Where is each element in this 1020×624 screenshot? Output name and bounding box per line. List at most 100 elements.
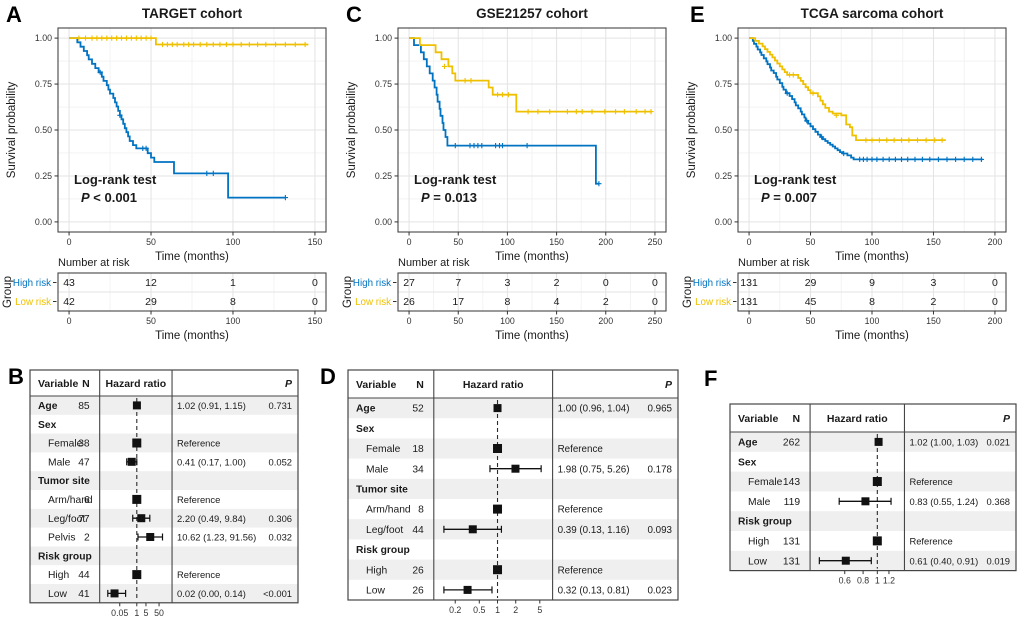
forest-chart-target: Variable N Hazard ratio P Age 85 1.02 (0.91, 1… — [29, 369, 299, 618]
svg-text:0: 0 — [747, 237, 752, 247]
svg-text:150: 150 — [926, 316, 941, 326]
svg-text:Group: Group — [682, 276, 694, 308]
svg-text:0: 0 — [67, 316, 72, 326]
svg-text:Hazard ratio: Hazard ratio — [827, 413, 888, 425]
svg-text:0.75: 0.75 — [375, 79, 392, 89]
svg-text:Reference: Reference — [558, 565, 604, 576]
svg-text:8: 8 — [504, 296, 510, 308]
svg-text:100: 100 — [500, 316, 515, 326]
svg-text:P: P — [1003, 413, 1011, 425]
svg-text:Risk group: Risk group — [38, 551, 92, 562]
svg-text:High risk: High risk — [13, 278, 51, 289]
svg-text:0.00: 0.00 — [715, 217, 732, 227]
svg-text:0.023: 0.023 — [647, 586, 672, 597]
svg-text:High risk: High risk — [693, 278, 731, 289]
row-stripe — [30, 546, 298, 566]
svg-text:29: 29 — [805, 277, 817, 289]
svg-text:150: 150 — [308, 237, 323, 247]
svg-text:12: 12 — [145, 277, 157, 289]
km-panel-target: TARGET cohort Survival probability Time (m… — [0, 2, 340, 359]
svg-text:Reference: Reference — [558, 505, 604, 516]
km-curve-high-risk — [409, 37, 599, 185]
row-stripe — [30, 433, 298, 453]
svg-text:N: N — [416, 379, 424, 391]
svg-text:8: 8 — [869, 296, 875, 308]
svg-text:1.02 (0.91, 1.15): 1.02 (0.91, 1.15) — [177, 400, 246, 411]
svg-text:100: 100 — [500, 237, 515, 247]
km-grid — [738, 28, 1006, 232]
forest-panel-tcga: Variable N Hazard ratio P Age 262 1.02 (1.00, … — [680, 358, 1020, 624]
censor-marks — [452, 143, 602, 187]
svg-text:50: 50 — [154, 608, 164, 618]
svg-text:200: 200 — [598, 237, 613, 247]
svg-text:Arm/hand: Arm/hand — [48, 495, 93, 506]
svg-text:1.00: 1.00 — [375, 33, 392, 43]
svg-text:47: 47 — [78, 457, 90, 468]
panel-label-e: E — [690, 2, 705, 27]
svg-text:0: 0 — [747, 316, 752, 326]
svg-text:Female: Female — [366, 444, 401, 455]
svg-text:0.021: 0.021 — [987, 437, 1010, 448]
svg-text:52: 52 — [412, 404, 424, 415]
svg-text:1.00: 1.00 — [715, 33, 732, 43]
svg-text:Time (months): Time (months) — [495, 330, 569, 342]
svg-text:TCGA sarcoma cohort: TCGA sarcoma cohort — [801, 6, 944, 21]
svg-text:0.368: 0.368 — [987, 496, 1010, 507]
svg-text:50: 50 — [806, 237, 816, 247]
svg-text:150: 150 — [926, 237, 941, 247]
svg-text:Age: Age — [38, 401, 58, 412]
row-stripe — [730, 511, 1016, 531]
svg-text:119: 119 — [784, 497, 801, 508]
hr-marker — [132, 401, 141, 410]
survival-curves — [409, 37, 654, 187]
svg-text:P: P — [665, 379, 673, 391]
svg-text:0.25: 0.25 — [35, 171, 52, 181]
svg-text:1: 1 — [134, 608, 139, 618]
svg-text:Reference: Reference — [177, 494, 220, 505]
svg-text:Age: Age — [356, 404, 376, 415]
svg-text:High: High — [748, 537, 769, 548]
svg-text:Time (months): Time (months) — [835, 251, 909, 263]
svg-text:0.052: 0.052 — [269, 456, 292, 467]
svg-text:0.2: 0.2 — [449, 605, 461, 615]
svg-text:250: 250 — [648, 237, 663, 247]
hr-marker — [468, 525, 477, 534]
svg-text:7: 7 — [455, 277, 461, 289]
svg-text:0.019: 0.019 — [987, 555, 1010, 566]
censor-marks — [787, 72, 945, 143]
svg-text:Time (months): Time (months) — [155, 251, 229, 263]
svg-text:0.25: 0.25 — [715, 171, 732, 181]
svg-text:44: 44 — [412, 525, 424, 536]
svg-text:0.25: 0.25 — [375, 171, 392, 181]
svg-text:P: P — [285, 378, 293, 390]
svg-text:Low: Low — [366, 586, 385, 597]
risk-table: Number at risk High risk 131 29 9 3 0 Low risk 1… — [682, 257, 1007, 342]
svg-text:Survival probability: Survival probability — [346, 81, 358, 178]
svg-text:0.178: 0.178 — [647, 464, 672, 475]
hr-marker — [146, 533, 155, 541]
row-stripe — [348, 398, 678, 419]
table-border — [29, 369, 299, 604]
svg-text:131: 131 — [783, 556, 800, 567]
svg-text:Male: Male — [48, 457, 71, 468]
svg-text:0: 0 — [407, 316, 412, 326]
svg-text:P = 0.007: P = 0.007 — [761, 190, 817, 205]
panel-label-b: B — [8, 364, 24, 389]
km-panel-gse21257: GSE21257 cohort Survival probability Time … — [340, 2, 680, 359]
svg-text:50: 50 — [806, 316, 816, 326]
hr-marker — [127, 457, 136, 466]
svg-text:0: 0 — [67, 237, 72, 247]
svg-text:17: 17 — [452, 296, 464, 308]
svg-text:Age: Age — [738, 438, 758, 449]
svg-text:100: 100 — [226, 316, 241, 326]
row-stripe — [30, 584, 298, 603]
svg-text:Male: Male — [748, 497, 771, 508]
hr-marker — [132, 570, 142, 580]
svg-text:1: 1 — [875, 576, 880, 586]
km-curve-low-risk — [409, 37, 652, 113]
svg-text:2: 2 — [931, 296, 937, 308]
svg-text:100: 100 — [865, 237, 880, 247]
svg-text:Leg/foot: Leg/foot — [48, 514, 85, 525]
hr-marker — [110, 589, 119, 598]
